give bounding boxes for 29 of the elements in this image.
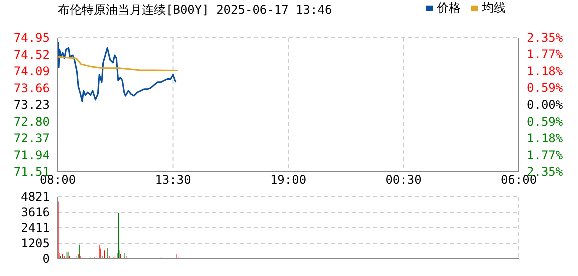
y2-tick-label: 0.00% [527,98,564,112]
legend-label: 价格 [437,1,461,15]
y-tick-label: 74.95 [14,31,50,45]
y2-tick-label: 1.18% [527,132,564,146]
y-tick-label: 2411 [21,220,50,235]
y2-tick-label: 1.18% [527,64,564,78]
y-tick-label: 72.80 [14,114,50,129]
y-tick-label: 0 [42,252,50,266]
y-tick-label: 74.09 [14,64,50,78]
legend-label: 均线 [482,1,506,15]
y-tick-label: 74.52 [14,48,50,62]
line-series [58,42,177,102]
y-tick-label: 73.23 [14,98,50,112]
x-tick-label: 19:00 [270,173,307,187]
line-series [58,56,179,72]
y-tick-label: 1205 [21,236,50,251]
y2-tick-label: 1.77% [527,48,564,62]
chart-title: 布伦特原油当月连续[B00Y] 2025-06-17 13:46 [58,2,332,19]
y2-tick-label: 0.59% [527,81,564,96]
y-tick-label: 72.37 [14,132,50,146]
y-tick-label: 3616 [21,205,50,220]
y2-tick-label: 0.59% [527,114,564,129]
x-tick-label: 13:30 [155,173,192,187]
y-tick-label: 4821 [21,190,50,204]
y2-tick-label: 2.35% [527,31,564,45]
x-tick-label: 00:30 [386,173,422,187]
y-tick-label: 71.94 [14,148,50,162]
y-tick-label: 73.66 [14,81,50,96]
y2-tick-label: 1.77% [527,148,564,162]
